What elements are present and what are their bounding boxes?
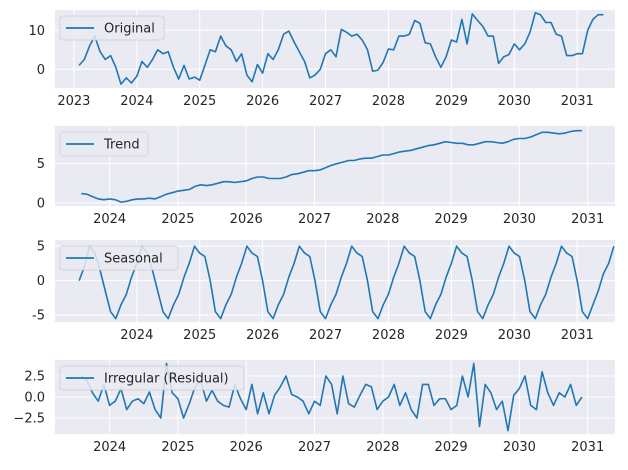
- subplot-4: 2024 2025 2026 2027 2028 2029 2030 2031 2.5 0.0 −2…: [13, 360, 615, 455]
- legend-label: Irregular (Residual): [104, 372, 229, 387]
- x-tick-label: 2024: [93, 212, 126, 227]
- x-tick-label: 2026: [230, 440, 263, 455]
- x-tick-label: 2028: [366, 440, 399, 455]
- x-tick-label: 2029: [435, 212, 468, 227]
- x-tick-label: 2023: [57, 94, 90, 109]
- x-tick-label: 2031: [571, 440, 604, 455]
- y-tick-label: 5: [37, 157, 45, 172]
- x-tick-label: 2024: [93, 440, 126, 455]
- x-tick-label: 2027: [309, 94, 342, 109]
- y-tick-label: -5: [32, 309, 45, 324]
- x-tick-label: 2026: [246, 94, 279, 109]
- legend-label: Trend: [103, 138, 140, 153]
- legend: Seasonal: [59, 245, 179, 271]
- series-line: [81, 129, 582, 203]
- x-tick-label: 2029: [435, 94, 468, 109]
- x-tick-label: 2030: [503, 212, 536, 227]
- x-tick-label: 2025: [161, 212, 194, 227]
- y-tick-label: 2.5: [24, 369, 45, 384]
- x-tick-label: 2027: [309, 328, 342, 343]
- x-tick-label: 2024: [120, 328, 153, 343]
- x-tick-label: 2025: [183, 328, 216, 343]
- legend-label: Original: [104, 22, 155, 37]
- series-line: [78, 245, 615, 320]
- subplot-1: 2023 2024 2025 2026 2027 2028 2029 2030 2031 0 10 O…: [28, 10, 615, 109]
- y-tick-label: 0: [37, 63, 45, 78]
- x-tick-label: 2027: [298, 212, 331, 227]
- y-tick-label: 0.0: [24, 391, 45, 406]
- legend-frame: [59, 365, 245, 391]
- legend: Trend: [59, 131, 149, 157]
- subplot-3: 2024 2025 2026 2027 2028 2029 2030 2031 -5 0 5 Seas…: [32, 240, 615, 343]
- subplot-2: 2024 2025 2026 2027 2028 2029 2030 2031 0 5 Trend: [37, 126, 615, 227]
- x-tick-label: 2029: [435, 440, 468, 455]
- y-tick-label: 0: [37, 274, 45, 289]
- y-tick-label: 5: [37, 240, 45, 255]
- y-tick-label: −2.5: [13, 412, 45, 427]
- x-tick-label: 2025: [161, 440, 194, 455]
- x-tick-label: 2028: [372, 328, 405, 343]
- series-line: [78, 11, 604, 85]
- x-tick-label: 2029: [435, 328, 468, 343]
- legend-frame: [59, 245, 179, 271]
- x-tick-label: 2027: [298, 440, 331, 455]
- legend-label: Seasonal: [104, 252, 163, 267]
- x-tick-label: 2026: [246, 328, 279, 343]
- x-tick-label: 2031: [561, 94, 594, 109]
- legend: Irregular (Residual): [59, 365, 245, 391]
- x-tick-label: 2030: [503, 440, 536, 455]
- x-tick-label: 2026: [230, 212, 263, 227]
- legend-frame: [59, 131, 149, 157]
- x-tick-label: 2031: [571, 212, 604, 227]
- x-tick-label: 2030: [498, 328, 531, 343]
- x-tick-label: 2028: [372, 94, 405, 109]
- legend-frame: [59, 15, 165, 41]
- x-tick-label: 2028: [366, 212, 399, 227]
- x-tick-label: 2024: [120, 94, 153, 109]
- x-tick-label: 2031: [561, 328, 594, 343]
- y-tick-label: 10: [28, 24, 45, 39]
- x-tick-label: 2025: [183, 94, 216, 109]
- y-tick-label: 0: [37, 196, 45, 211]
- x-tick-label: 2030: [498, 94, 531, 109]
- legend: Original: [59, 15, 165, 41]
